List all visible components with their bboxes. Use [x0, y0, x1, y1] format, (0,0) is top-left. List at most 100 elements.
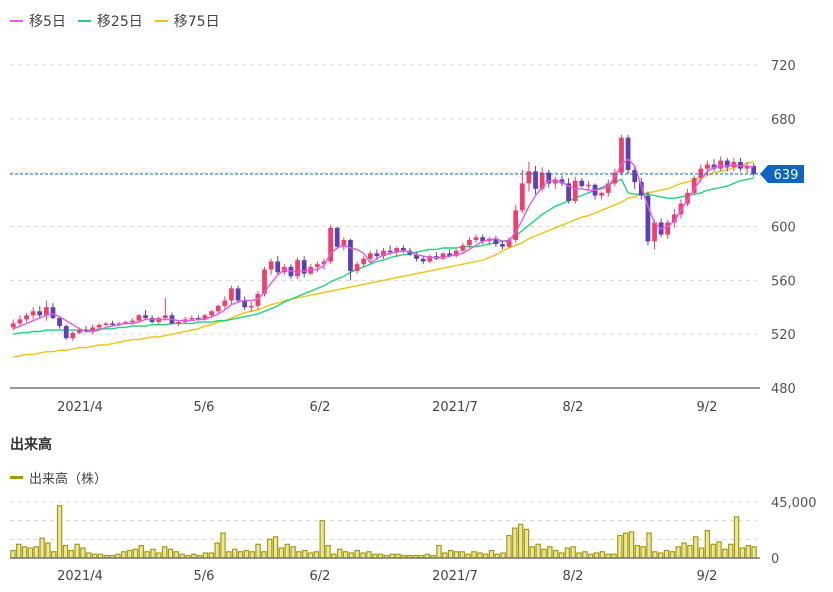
candle-body: [328, 227, 333, 262]
price-x-tick-label: 2021/7: [432, 400, 478, 415]
price-y-tick-label: 520: [771, 328, 796, 343]
volume-bar: [39, 537, 45, 559]
candle-body: [519, 183, 525, 211]
volume-bar: [115, 553, 121, 559]
candle-body: [348, 239, 353, 271]
volume-bar: [74, 543, 80, 559]
legend-item-ma5[interactable]: 移5日: [10, 11, 66, 31]
volume-bar: [716, 541, 722, 559]
candle-body: [400, 248, 406, 251]
volume-bar: [459, 551, 466, 559]
candle-body: [321, 261, 327, 265]
volume-x-tick-label: 2021/7: [432, 569, 478, 584]
candle-body: [638, 182, 644, 196]
volume-bar: [570, 546, 576, 559]
volume-bar: [471, 551, 477, 559]
candle-body: [526, 171, 532, 184]
volume-bar: [348, 552, 355, 559]
candle-body: [275, 261, 281, 273]
candle-body: [361, 258, 367, 265]
volume-x-tick-label: 5/6: [194, 569, 215, 584]
volume-swatch: [10, 476, 23, 479]
volume-bar: [722, 548, 728, 559]
candle-body: [691, 178, 697, 193]
candle-body: [513, 210, 519, 240]
candle-body: [268, 261, 274, 270]
volume-bar: [103, 554, 110, 559]
volume-bar: [62, 544, 69, 559]
candle-body: [341, 239, 347, 247]
volume-bar: [173, 551, 180, 559]
volume-bar: [278, 547, 285, 559]
candle-body: [50, 307, 56, 319]
volume-bar: [331, 553, 337, 559]
volume-bar: [710, 543, 716, 559]
volume-bar: [313, 551, 320, 559]
candle-body: [539, 172, 545, 189]
candle-body: [718, 160, 724, 169]
volume-bar: [45, 542, 51, 559]
volume-bar: [628, 531, 635, 559]
candle-body: [17, 319, 23, 324]
legend-label-ma75: 移75日: [173, 14, 220, 30]
candle-body: [63, 326, 69, 339]
volume-bar: [529, 546, 536, 559]
volume-x-tick-label: 2021/4: [57, 569, 103, 584]
volume-bar: [728, 543, 734, 559]
volume-bar: [366, 551, 372, 559]
volume-bar: [693, 536, 699, 559]
volume-bar: [558, 552, 565, 559]
candle-body: [480, 237, 486, 242]
volume-bar: [377, 553, 384, 559]
price-chart: 4805205606006406807202021/45/66/22021/78…: [10, 59, 804, 415]
candle-body: [744, 165, 750, 169]
candle-body: [427, 256, 433, 262]
volume-bar: [179, 553, 185, 559]
candle-body: [665, 222, 671, 235]
volume-bar: [68, 549, 74, 559]
volume-bar: [156, 552, 162, 559]
volume-bar: [751, 546, 757, 559]
volume-bar: [634, 544, 641, 559]
volume-bar: [56, 505, 63, 559]
volume-x-tick-label: 9/2: [697, 569, 718, 584]
volume-bar: [704, 530, 711, 559]
volume-bar: [552, 549, 559, 559]
volume-bar: [33, 546, 39, 559]
price-y-tick-label: 720: [771, 59, 796, 74]
volume-bar: [342, 551, 349, 559]
volume-bar: [564, 547, 571, 559]
volume-legend-label: 出来高（株）: [29, 472, 108, 487]
candle-body: [453, 250, 459, 257]
volume-bar: [266, 538, 273, 559]
volume-bar: [745, 544, 751, 559]
volume-bar: [196, 554, 203, 559]
volume-section-title: 出来高: [10, 437, 52, 453]
volume-bar: [91, 553, 98, 559]
volume-bar: [418, 554, 425, 559]
candle-body: [162, 315, 168, 319]
volume-bar: [640, 546, 646, 559]
volume-bar: [541, 548, 547, 559]
ma25-line: [13, 177, 754, 335]
candle-body: [705, 164, 710, 169]
candle-body: [70, 332, 76, 339]
candle-body: [136, 315, 142, 321]
volume-bar: [161, 546, 168, 559]
legend-item-ma75[interactable]: 移75日: [154, 11, 220, 31]
candle-body: [612, 172, 618, 184]
volume-y-tick-label: 45,000: [771, 496, 817, 511]
volume-bar: [407, 554, 413, 559]
volume-bar: [465, 553, 471, 559]
legend-item-ma25[interactable]: 移25日: [77, 11, 143, 31]
ma5-swatch: [10, 20, 23, 22]
volume-bar: [453, 551, 460, 559]
candle-body: [599, 192, 605, 196]
candle-body: [566, 183, 571, 201]
candle-body: [473, 237, 479, 240]
volume-bar: [261, 551, 267, 559]
volume-legend[interactable]: 出来高（株）: [10, 468, 107, 487]
volume-bar: [517, 523, 524, 559]
volume-x-tick-label: 8/2: [563, 569, 584, 584]
candle-body: [751, 165, 757, 175]
